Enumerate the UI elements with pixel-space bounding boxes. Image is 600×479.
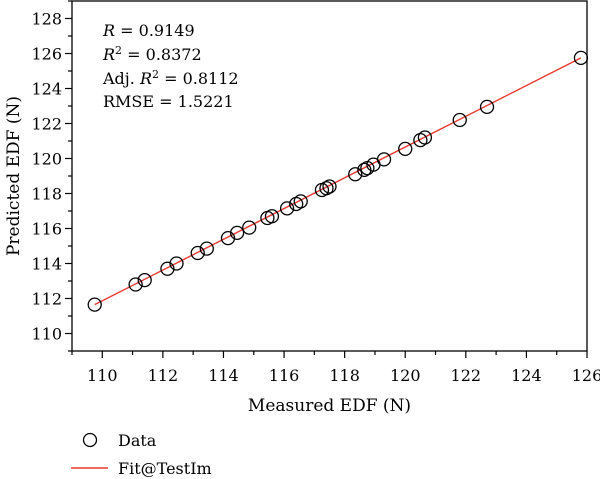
data-point	[319, 181, 334, 196]
y-tick-label: 114	[31, 255, 62, 274]
y-tick-label: 124	[31, 80, 62, 99]
y-tick-label: 120	[31, 150, 62, 169]
data-point	[220, 230, 236, 246]
stat-rmse: RMSE = 1.5221	[103, 92, 234, 111]
x-tick-label: 112	[148, 366, 179, 385]
data-point	[279, 201, 295, 216]
data-points	[87, 50, 589, 312]
y-axis: 110 112 114 116 118 120 122 124 126 128	[31, 0, 72, 352]
data-point	[573, 50, 589, 66]
x-axis-label: Measured EDF (N)	[248, 396, 411, 416]
fit-line	[94, 57, 582, 306]
y-tick-label: 118	[31, 185, 62, 204]
y-tick-label: 110	[31, 325, 62, 344]
y-tick-label: 112	[31, 290, 62, 309]
y-tick-label: 126	[31, 45, 62, 64]
data-point	[160, 261, 175, 276]
x-tick-label: 124	[511, 366, 542, 385]
legend: Data Fit@TestIm	[71, 431, 212, 478]
data-point	[357, 162, 372, 178]
x-tick-label: 118	[329, 366, 360, 385]
data-point	[398, 141, 413, 157]
data-point	[190, 245, 205, 261]
y-tick-label: 116	[31, 220, 62, 239]
x-axis: 110 112 114 116 118 120 122 124 126	[71, 351, 600, 385]
x-tick-label: 126	[572, 366, 600, 385]
data-point	[87, 297, 102, 312]
x-tick-label: 120	[390, 366, 421, 385]
y-tick-label: 122	[31, 115, 62, 134]
x-tick-label: 114	[208, 366, 239, 385]
data-point	[128, 277, 143, 292]
data-point	[264, 209, 280, 224]
x-tick-label: 116	[269, 366, 300, 385]
data-point	[479, 99, 495, 115]
data-point	[348, 167, 363, 182]
data-point	[169, 256, 184, 271]
data-point	[322, 179, 337, 194]
data-point	[242, 220, 257, 235]
data-point	[199, 241, 214, 256]
stat-adj-r2: Adj. R2 = 0.8112	[102, 68, 239, 89]
legend-data-label: Data	[118, 431, 157, 450]
stat-r2: R2 = 0.8372	[102, 44, 202, 65]
x-tick-label: 122	[451, 366, 482, 385]
data-point	[452, 112, 467, 128]
data-point	[229, 225, 245, 241]
y-axis-label: Predicted EDF (N)	[4, 96, 24, 256]
data-point	[376, 152, 392, 167]
y-tick-label: 128	[31, 10, 62, 29]
legend-data-marker	[82, 432, 98, 448]
data-point	[293, 194, 308, 209]
data-point	[417, 130, 433, 145]
data-point	[137, 272, 152, 288]
legend-fit-label: Fit@TestIm	[118, 459, 212, 478]
fit-line-layer	[94, 57, 582, 306]
x-tick-label: 110	[87, 366, 118, 385]
stat-r: R = 0.9149	[102, 21, 195, 40]
stats-annotation: R = 0.9149 R2 = 0.8372 Adj. R2 = 0.8112 …	[102, 21, 239, 111]
